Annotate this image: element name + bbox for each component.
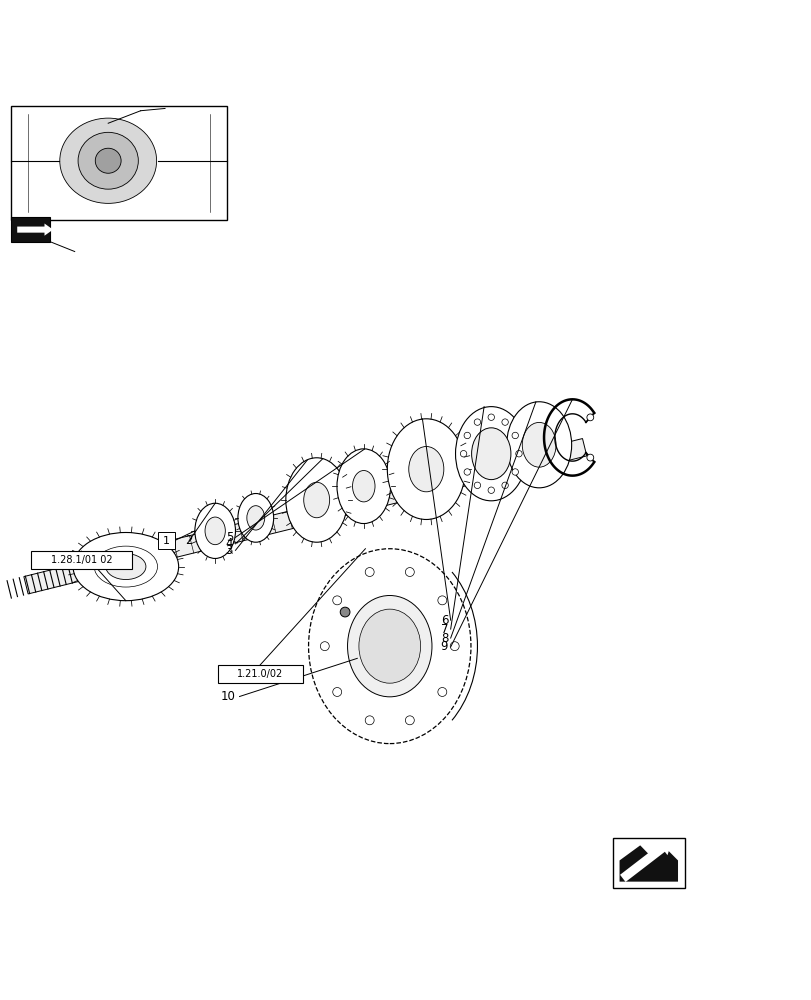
Circle shape <box>474 482 480 489</box>
Ellipse shape <box>387 419 465 519</box>
Circle shape <box>333 596 341 605</box>
Bar <box>31 551 132 569</box>
Ellipse shape <box>358 609 420 683</box>
Ellipse shape <box>455 407 526 501</box>
Bar <box>11 217 50 242</box>
Text: 5: 5 <box>225 531 233 544</box>
Text: 7: 7 <box>440 623 448 636</box>
FancyArrow shape <box>620 840 672 882</box>
Circle shape <box>487 414 494 420</box>
Ellipse shape <box>247 506 264 530</box>
Ellipse shape <box>340 607 350 617</box>
Circle shape <box>437 688 446 696</box>
Ellipse shape <box>78 132 138 189</box>
Ellipse shape <box>506 402 571 488</box>
Text: 10: 10 <box>221 690 235 703</box>
Circle shape <box>405 568 414 576</box>
Ellipse shape <box>105 554 146 580</box>
Bar <box>612 838 684 888</box>
Ellipse shape <box>95 148 121 173</box>
Text: 1.28.1/01 02: 1.28.1/01 02 <box>51 555 112 565</box>
Circle shape <box>320 642 329 651</box>
Ellipse shape <box>471 428 510 480</box>
Circle shape <box>464 432 470 439</box>
Ellipse shape <box>521 422 556 467</box>
Text: 2: 2 <box>185 534 192 547</box>
Polygon shape <box>24 439 586 594</box>
Text: 4: 4 <box>225 537 233 550</box>
Circle shape <box>512 432 517 439</box>
Ellipse shape <box>303 482 329 518</box>
Circle shape <box>464 469 470 475</box>
Circle shape <box>586 454 593 461</box>
Ellipse shape <box>308 549 470 744</box>
Polygon shape <box>619 845 677 882</box>
Ellipse shape <box>238 494 273 542</box>
Text: 6: 6 <box>440 614 448 627</box>
Circle shape <box>501 419 508 425</box>
Text: 1.21.0/02: 1.21.0/02 <box>237 669 283 679</box>
Circle shape <box>449 642 459 651</box>
Circle shape <box>515 451 521 457</box>
Bar <box>11 106 226 220</box>
Bar <box>217 665 303 683</box>
Ellipse shape <box>352 471 375 502</box>
Circle shape <box>586 414 593 421</box>
Circle shape <box>487 487 494 493</box>
Circle shape <box>460 451 466 457</box>
Ellipse shape <box>60 118 157 203</box>
Text: 1: 1 <box>163 536 169 546</box>
Ellipse shape <box>285 458 347 542</box>
Ellipse shape <box>347 595 431 697</box>
Circle shape <box>437 596 446 605</box>
Circle shape <box>405 716 414 725</box>
Ellipse shape <box>73 532 178 601</box>
Circle shape <box>474 419 480 425</box>
Ellipse shape <box>204 517 225 545</box>
Circle shape <box>501 482 508 489</box>
Text: 8: 8 <box>440 632 448 645</box>
Ellipse shape <box>408 446 444 492</box>
Ellipse shape <box>337 449 390 524</box>
Circle shape <box>365 716 374 725</box>
Circle shape <box>333 688 341 696</box>
Circle shape <box>365 568 374 576</box>
Bar <box>158 532 174 549</box>
Circle shape <box>512 469 517 475</box>
FancyArrow shape <box>17 224 53 236</box>
Ellipse shape <box>195 503 235 558</box>
Text: 3: 3 <box>225 544 233 557</box>
Text: 9: 9 <box>440 640 448 653</box>
